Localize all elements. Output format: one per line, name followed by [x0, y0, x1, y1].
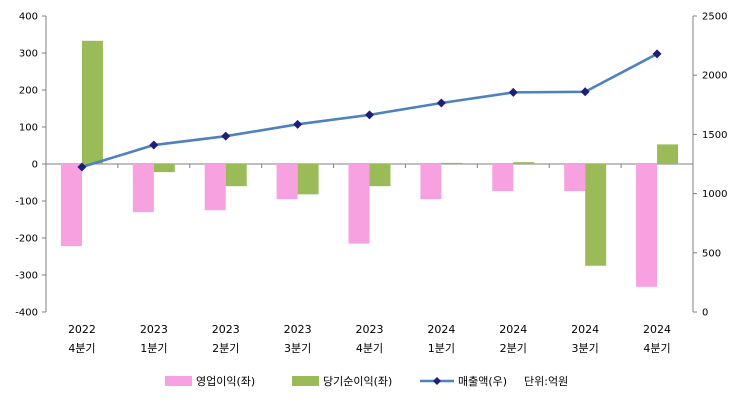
category-quarter-label: 4분기 — [68, 342, 95, 355]
unit-note: 단위:억원 — [524, 375, 568, 388]
category-quarter-label: 2분기 — [500, 342, 527, 355]
category-year-label: 2024 — [571, 323, 599, 336]
right-tick-label: 0 — [702, 308, 708, 319]
net-income-bar — [513, 162, 535, 164]
net-income-bar — [441, 162, 463, 164]
category-year-label: 2022 — [68, 323, 96, 336]
net-income-bar — [81, 40, 103, 164]
operating-profit-bar — [636, 164, 658, 287]
operating-profit-bar — [132, 164, 154, 213]
legend-swatch-operating-profit — [165, 376, 192, 386]
right-tick-label: 500 — [702, 248, 721, 259]
left-tick-label: 100 — [19, 123, 38, 134]
left-tick-label: 200 — [19, 86, 38, 97]
category-quarter-label: 1분기 — [140, 342, 167, 355]
revenue-point — [293, 119, 303, 129]
category-quarter-label: 4분기 — [643, 342, 670, 355]
category-year-label: 2023 — [140, 323, 168, 336]
net-income-bar — [225, 164, 247, 187]
operating-profit-bar — [492, 164, 514, 192]
legend-label-revenue: 매출액(우) — [458, 375, 507, 388]
operating-profit-bar — [564, 164, 586, 192]
chart-line — [77, 49, 662, 172]
left-tick-label: -400 — [15, 308, 38, 319]
left-tick-label: 0 — [32, 160, 38, 171]
category-year-label: 2023 — [284, 323, 312, 336]
operating-profit-bar — [276, 164, 298, 200]
revenue-point — [580, 87, 590, 97]
left-tick-label: 300 — [19, 49, 38, 60]
left-tick-label: -300 — [15, 271, 38, 282]
operating-profit-bar — [420, 164, 442, 200]
net-income-bar — [657, 144, 679, 164]
right-tick-label: 1500 — [702, 130, 727, 141]
category-year-label: 2024 — [499, 323, 527, 336]
operating-profit-bar — [348, 164, 370, 244]
category-quarter-label: 4분기 — [356, 342, 383, 355]
net-income-bar — [585, 164, 607, 266]
left-tick-label: -100 — [15, 197, 38, 208]
right-tick-label: 2000 — [702, 71, 727, 82]
category-year-label: 2023 — [212, 323, 240, 336]
chart-labels: 4003002001000-100-200-300-40025002000150… — [15, 12, 727, 356]
left-tick-label: -200 — [15, 234, 38, 245]
category-quarter-label: 3분기 — [284, 342, 311, 355]
legend-label-operating-profit: 영업이익(좌) — [196, 375, 255, 388]
net-income-bar — [297, 164, 319, 195]
revenue-point — [77, 162, 87, 172]
category-quarter-label: 2분기 — [212, 342, 239, 355]
revenue-point — [436, 98, 446, 108]
revenue-point — [365, 110, 374, 120]
category-year-label: 2024 — [427, 323, 455, 336]
operating-profit-bar — [204, 164, 226, 211]
category-quarter-label: 3분기 — [572, 342, 599, 355]
revenue-point — [508, 87, 518, 97]
legend-marker-revenue — [433, 377, 441, 385]
category-year-label: 2024 — [643, 323, 671, 336]
legend-label-net-income: 당기순이익(좌) — [323, 375, 392, 388]
category-quarter-label: 1분기 — [428, 342, 455, 355]
right-tick-label: 2500 — [702, 12, 727, 23]
net-income-bar — [369, 164, 391, 187]
net-income-bar — [153, 164, 175, 173]
right-tick-label: 1000 — [702, 189, 727, 200]
chart-legend: 영업이익(좌) 당기순이익(좌) 매출액(우) 단위:억원 — [165, 375, 568, 388]
revenue-point — [221, 131, 231, 141]
chart-bars — [60, 40, 679, 287]
operating-profit-bar — [60, 164, 82, 247]
revenue-point — [652, 49, 662, 59]
legend-swatch-net-income — [292, 376, 319, 386]
revenue-point — [149, 140, 159, 150]
category-year-label: 2023 — [356, 323, 384, 336]
left-tick-label: 400 — [19, 12, 38, 23]
